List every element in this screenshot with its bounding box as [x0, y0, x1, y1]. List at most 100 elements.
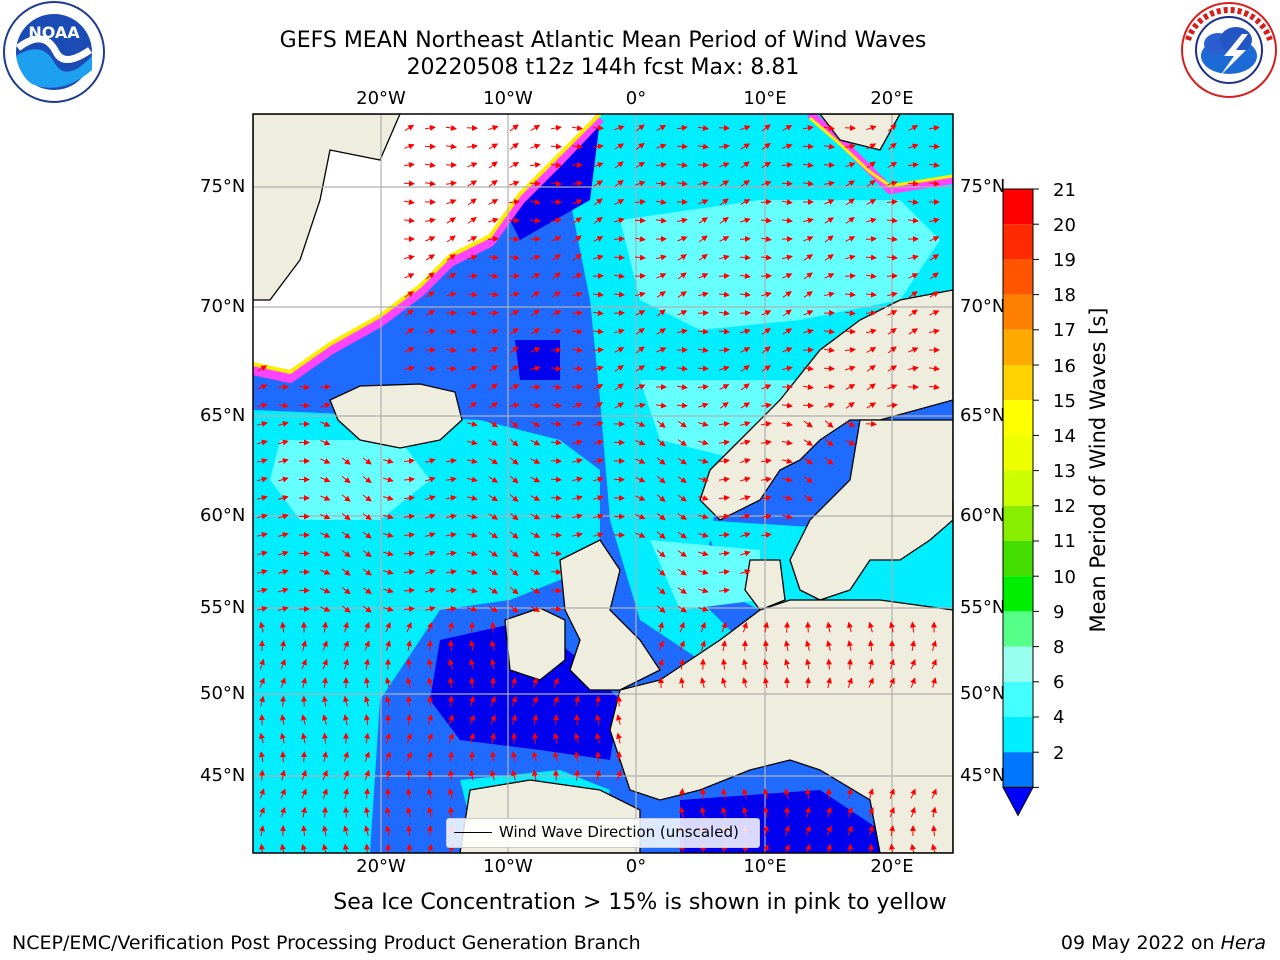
wave-direction-arrow	[635, 365, 646, 372]
wave-direction-arrow	[719, 402, 729, 409]
chart-subtitle: 20220508 t12z 144h fcst Max: 8.81	[406, 55, 800, 80]
wave-direction-arrow	[259, 677, 265, 688]
wave-direction-arrow	[280, 788, 286, 799]
wave-direction-arrow	[719, 236, 730, 242]
date-text: 09 May 2022 on	[1060, 932, 1221, 954]
wave-direction-arrow	[343, 714, 349, 726]
wave-direction-arrow	[550, 513, 562, 520]
wave-direction-arrow	[550, 365, 562, 372]
lat-label-left-45n: 45°N	[200, 765, 246, 786]
wave-direction-arrow	[784, 788, 790, 800]
colorbar-segment	[1003, 435, 1033, 471]
wave-direction-arrow	[718, 347, 730, 353]
wave-direction-arrow	[887, 142, 897, 150]
wave-direction-arrow	[488, 125, 499, 131]
wave-direction-arrow	[551, 272, 561, 280]
wave-direction-arrow	[866, 328, 877, 335]
wave-direction-arrow	[803, 125, 814, 131]
wave-direction-arrow	[740, 495, 751, 501]
wave-direction-arrow	[529, 365, 541, 372]
wave-direction-arrow	[760, 199, 772, 205]
wave-direction-arrow	[740, 421, 751, 427]
wave-direction-arrow	[847, 658, 853, 670]
wave-direction-arrow	[280, 677, 286, 688]
wave-direction-arrow	[509, 457, 519, 465]
wave-direction-arrow	[446, 254, 456, 261]
wave-direction-arrow	[886, 254, 898, 261]
wave-direction-arrow	[551, 291, 561, 298]
wave-direction-arrow	[742, 658, 748, 670]
wave-direction-arrow	[592, 273, 604, 279]
wave-direction-arrow	[803, 420, 813, 428]
wave-direction-arrow	[322, 695, 328, 707]
colorbar-tick: 12	[1053, 496, 1076, 517]
noaa-logo-text: NOAA	[28, 23, 80, 42]
wave-direction-arrow	[383, 587, 394, 594]
colorbar-tick: 17	[1053, 320, 1076, 341]
wave-direction-arrow	[256, 569, 268, 575]
wave-direction-arrow	[445, 328, 457, 335]
wave-direction-arrow	[448, 677, 454, 688]
colorbar-segment	[1003, 294, 1033, 330]
wave-direction-arrow	[845, 198, 855, 206]
wave-direction-arrow	[448, 769, 454, 781]
wave-direction-arrow	[866, 347, 877, 353]
wave-direction-arrow	[341, 587, 351, 595]
wave-direction-arrow	[553, 677, 559, 688]
wave-direction-arrow	[467, 402, 477, 409]
wave-direction-arrow	[802, 217, 814, 224]
colorbar-frame	[1002, 188, 1034, 788]
wave-direction-arrow	[844, 347, 856, 353]
wave-direction-arrow	[322, 751, 328, 763]
wave-direction-arrow	[887, 346, 897, 354]
wave-period-region-jan-mayen	[515, 340, 560, 380]
wave-direction-arrow	[826, 806, 832, 818]
wave-direction-arrow	[635, 513, 646, 520]
wave-direction-arrow	[824, 180, 835, 187]
wave-direction-arrow	[487, 236, 499, 242]
wave-direction-arrow	[466, 143, 478, 150]
wave-direction-arrow	[718, 458, 730, 464]
wave-direction-arrow	[658, 621, 664, 633]
wave-direction-arrow	[320, 402, 331, 409]
wave-direction-arrow	[446, 550, 457, 557]
wave-direction-arrow	[803, 494, 813, 502]
wave-direction-arrow	[763, 658, 769, 670]
wave-direction-arrow	[487, 291, 499, 298]
lon-label-top-0: 0°	[625, 88, 647, 109]
wave-direction-arrow	[910, 658, 916, 670]
wave-direction-arrow	[509, 384, 520, 390]
wave-direction-arrow	[509, 549, 519, 558]
wave-direction-arrow	[572, 199, 583, 205]
wave-direction-arrow	[803, 384, 814, 390]
wave-direction-arrow	[256, 421, 268, 427]
wave-direction-arrow	[446, 291, 457, 298]
wave-direction-arrow	[698, 421, 709, 427]
wave-direction-arrow	[866, 161, 876, 169]
wave-direction-arrow	[865, 421, 877, 427]
wave-direction-arrow	[761, 291, 772, 298]
wave-direction-arrow	[593, 254, 604, 261]
wave-direction-arrow	[613, 254, 625, 261]
wave-direction-arrow	[781, 421, 793, 427]
lat-label-right-45n: 45°N	[960, 765, 1006, 786]
wave-direction-arrow	[425, 125, 436, 131]
wave-direction-arrow	[404, 162, 415, 168]
wave-direction-arrow	[740, 532, 751, 538]
wave-direction-arrow	[467, 310, 478, 316]
wave-direction-arrow	[677, 384, 688, 390]
wave-direction-arrow	[278, 569, 289, 575]
wave-direction-arrow	[403, 606, 415, 612]
wave-direction-arrow	[742, 806, 748, 818]
wave-direction-arrow	[446, 217, 457, 224]
greenland-land	[253, 114, 401, 301]
credit-text: NCEP/EMC/Verification Post Processing Pr…	[12, 932, 641, 954]
wave-direction-arrow	[655, 254, 667, 261]
wave-direction-arrow	[823, 143, 835, 150]
wave-direction-arrow	[679, 658, 685, 670]
wave-direction-arrow	[763, 677, 769, 688]
wave-direction-arrow	[761, 402, 772, 409]
wave-direction-arrow	[511, 751, 517, 763]
wave-direction-arrow	[655, 217, 667, 224]
wave-direction-arrow	[550, 458, 562, 464]
